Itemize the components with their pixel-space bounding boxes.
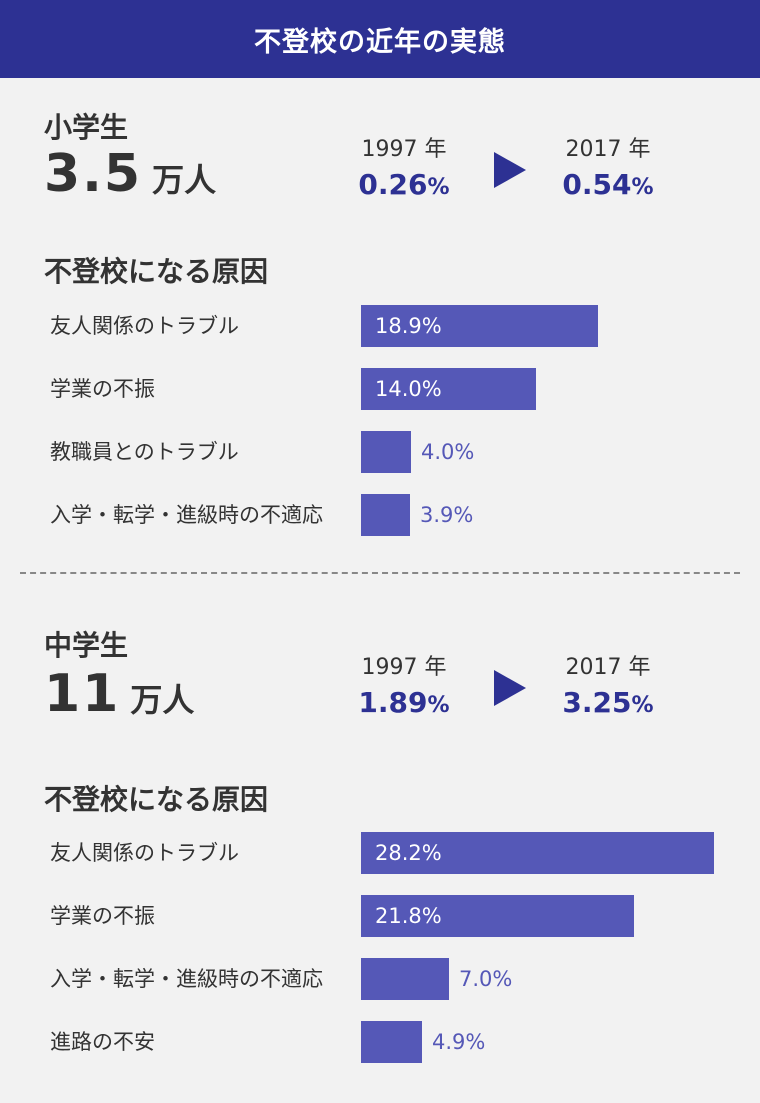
rate-value: 3.25: [562, 686, 632, 719]
year-from: 1997 年: [361, 137, 447, 162]
year-to: 2017 年: [565, 655, 651, 680]
bar-row: 友人関係のトラブル 18.9%: [0, 305, 760, 347]
play-triangle-icon: [494, 152, 526, 188]
rate-value: 0.26: [358, 168, 428, 201]
bar: [361, 1021, 422, 1063]
value-label: 3.9%: [420, 503, 474, 527]
rate-to: 3.25%: [538, 686, 678, 719]
value-label: 18.9%: [375, 314, 442, 338]
section-label-elementary: 小学生: [44, 111, 129, 144]
page-title: 不登校の近年の実態: [254, 26, 506, 58]
total-value: 3.5: [44, 144, 143, 204]
value-label: 4.0%: [421, 440, 475, 464]
causes-title: 不登校になる原因: [44, 255, 269, 288]
rate-from: 1.89%: [334, 686, 474, 719]
bar: [361, 494, 410, 536]
bar: [361, 895, 634, 937]
rate-from: 0.26%: [334, 168, 474, 201]
total-junior-high: 11 万人: [44, 664, 194, 724]
rate-to: 0.54%: [538, 168, 678, 201]
value-label: 4.9%: [432, 1030, 486, 1054]
category-label: 友人関係のトラブル: [50, 314, 239, 338]
bar: [361, 832, 714, 874]
bar: [361, 305, 598, 347]
value-label: 28.2%: [375, 841, 442, 865]
rate-unit: %: [631, 693, 654, 718]
year-from: 1997 年: [361, 655, 447, 680]
bar-row: 学業の不振 14.0%: [0, 368, 760, 410]
value-label: 7.0%: [459, 967, 513, 991]
rate-value: 1.89: [358, 686, 428, 719]
bar: [361, 958, 449, 1000]
total-elementary: 3.5 万人: [44, 144, 216, 204]
year-to: 2017 年: [565, 137, 651, 162]
bar: [361, 368, 536, 410]
category-label: 教職員とのトラブル: [50, 440, 239, 464]
total-unit: 万人: [152, 161, 217, 199]
value-label: 21.8%: [375, 904, 442, 928]
rate-value: 0.54: [562, 168, 632, 201]
section-label-junior-high: 中学生: [44, 629, 129, 662]
rate-unit: %: [427, 693, 450, 718]
category-label: 入学・転学・進級時の不適応: [50, 967, 323, 991]
bar-row: 教職員とのトラブル 4.0%: [0, 431, 760, 473]
bar-row: 入学・転学・進級時の不適応 3.9%: [0, 494, 760, 536]
total-unit: 万人: [130, 681, 195, 719]
category-label: 学業の不振: [50, 904, 155, 928]
category-label: 学業の不振: [50, 377, 155, 401]
bar-row: 学業の不振 21.8%: [0, 895, 760, 937]
bar-row: 入学・転学・進級時の不適応 7.0%: [0, 958, 760, 1000]
category-label: 入学・転学・進級時の不適応: [50, 503, 323, 527]
category-label: 友人関係のトラブル: [50, 841, 239, 865]
rate-unit: %: [427, 175, 450, 200]
causes-title: 不登校になる原因: [44, 783, 269, 816]
total-value: 11: [44, 664, 121, 724]
bar: [361, 431, 411, 473]
bar-row: 友人関係のトラブル 28.2%: [0, 832, 760, 874]
bar-row: 進路の不安 4.9%: [0, 1021, 760, 1063]
value-label: 14.0%: [375, 377, 442, 401]
play-triangle-icon: [494, 670, 526, 706]
page-header: 不登校の近年の実態: [0, 0, 760, 78]
category-label: 進路の不安: [50, 1030, 155, 1054]
section-divider: [20, 572, 740, 574]
rate-unit: %: [631, 175, 654, 200]
